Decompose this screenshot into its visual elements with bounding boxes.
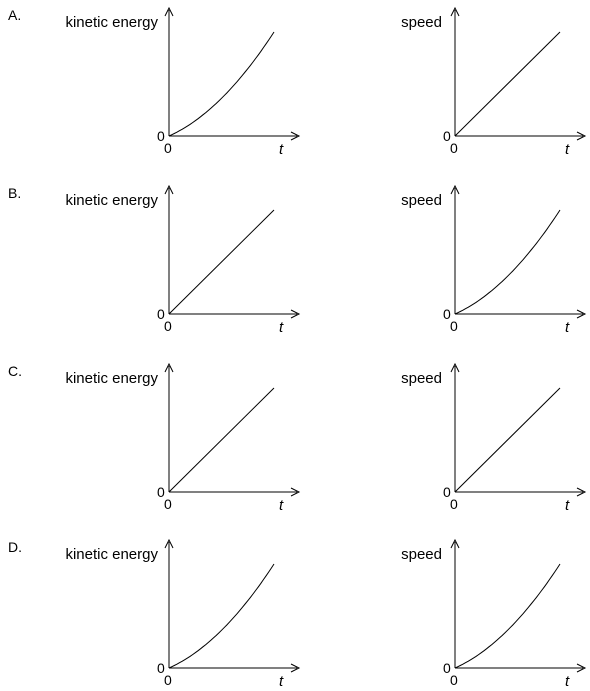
y-axis-arrowhead — [164, 538, 174, 549]
y-axis-arrowhead — [164, 6, 174, 17]
y-origin-label: 0 — [443, 128, 451, 144]
x-origin-label: 0 — [164, 318, 172, 334]
y-axis-arrowhead — [164, 362, 174, 373]
x-axis-arrowhead — [576, 131, 587, 141]
y-axis-arrowhead — [450, 362, 460, 373]
x-origin-label: 0 — [450, 318, 458, 334]
x-axis-arrowhead — [290, 487, 301, 497]
option-letter: A. — [8, 7, 21, 23]
y-origin-label: 0 — [443, 484, 451, 500]
x-origin-label: 0 — [450, 672, 458, 688]
speed-graph: speed 00 t — [401, 362, 587, 514]
straight-line-graph — [168, 209, 275, 315]
curved-graph — [168, 563, 275, 669]
x-origin-label: 0 — [164, 672, 172, 688]
curved-graph — [454, 209, 561, 315]
y-axis-label: speed — [401, 370, 442, 387]
x-axis-arrowhead — [290, 663, 301, 673]
y-origin-label: 0 — [157, 128, 165, 144]
y-origin-label: 0 — [443, 660, 451, 676]
straight-line-graph — [454, 387, 561, 493]
x-axis-label: t — [279, 141, 284, 158]
kinetic-energy-graph: kinetic energy 00 t — [65, 184, 301, 336]
y-axis-arrowhead — [450, 538, 460, 549]
speed-graph: speed 00 t — [401, 538, 587, 690]
y-axis-label: kinetic energy — [65, 370, 158, 387]
option-letter: D. — [8, 539, 22, 555]
straight-line-graph — [454, 31, 561, 137]
curved-graph — [168, 31, 275, 137]
y-axis-arrowhead — [450, 184, 460, 195]
x-axis-label: t — [279, 319, 284, 336]
x-axis-arrowhead — [290, 131, 301, 141]
y-axis-label: speed — [401, 192, 442, 209]
x-origin-label: 0 — [450, 140, 458, 156]
x-origin-label: 0 — [164, 496, 172, 512]
kinetic-energy-graph: kinetic energy 00 t — [65, 362, 301, 514]
y-axis-label: speed — [401, 14, 442, 31]
option-letter: C. — [8, 363, 22, 379]
y-origin-label: 0 — [157, 484, 165, 500]
y-origin-label: 0 — [157, 660, 165, 676]
y-axis-label: speed — [401, 546, 442, 563]
curved-graph — [454, 563, 561, 669]
x-axis-label: t — [565, 141, 570, 158]
y-origin-label: 0 — [157, 306, 165, 322]
x-axis-label: t — [279, 497, 284, 514]
x-axis-label: t — [565, 497, 570, 514]
x-axis-arrowhead — [576, 487, 587, 497]
x-origin-label: 0 — [450, 496, 458, 512]
straight-line-graph — [168, 387, 275, 493]
y-origin-label: 0 — [443, 306, 451, 322]
speed-graph: speed 00 t — [401, 184, 587, 336]
speed-graph: speed 00 t — [401, 6, 587, 158]
y-axis-label: kinetic energy — [65, 14, 158, 31]
y-axis-arrowhead — [164, 184, 174, 195]
x-axis-label: t — [565, 673, 570, 690]
x-axis-arrowhead — [576, 663, 587, 673]
x-axis-arrowhead — [290, 309, 301, 319]
y-axis-arrowhead — [450, 6, 460, 17]
y-axis-label: kinetic energy — [65, 192, 158, 209]
kinetic-energy-graph: kinetic energy 00 t — [65, 6, 301, 158]
x-origin-label: 0 — [164, 140, 172, 156]
x-axis-label: t — [565, 319, 570, 336]
x-axis-arrowhead — [576, 309, 587, 319]
y-axis-label: kinetic energy — [65, 546, 158, 563]
kinetic-energy-graph: kinetic energy 00 t — [65, 538, 301, 690]
option-letter: B. — [8, 185, 21, 201]
x-axis-label: t — [279, 673, 284, 690]
